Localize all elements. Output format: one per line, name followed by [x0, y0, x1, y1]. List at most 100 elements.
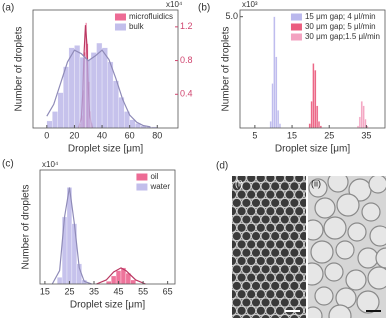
droplet [357, 247, 379, 269]
droplet [361, 202, 381, 222]
bar [106, 281, 112, 285]
droplet [260, 264, 271, 275]
droplet [241, 313, 252, 318]
droplet [232, 313, 242, 318]
legend-swatch [290, 23, 302, 31]
bar [310, 101, 313, 129]
droplet [279, 247, 290, 258]
legend-label: bulk [129, 22, 145, 31]
y-axis-label: Number of droplets [14, 26, 25, 111]
droplet [289, 313, 300, 318]
droplet [303, 289, 306, 299]
droplet [298, 247, 306, 258]
droplet [303, 223, 306, 233]
legend-label: microfluidics [129, 12, 173, 21]
droplet [232, 206, 238, 217]
x-tick-label: 45 [114, 286, 124, 296]
droplet [246, 289, 257, 300]
droplet [241, 181, 252, 192]
droplet [367, 266, 386, 290]
panel-label: (c) [2, 159, 14, 170]
y2-tick-label: 0.4 [180, 89, 193, 99]
bar [317, 121, 321, 129]
bar [79, 57, 86, 129]
droplet [303, 190, 306, 199]
bar [358, 116, 361, 129]
droplet [250, 197, 262, 209]
x-tick-label: 60 [125, 130, 135, 140]
droplet [303, 273, 306, 282]
bar [314, 69, 317, 129]
bar [63, 66, 70, 129]
droplet [250, 214, 262, 225]
droplet [294, 239, 305, 250]
droplet [294, 255, 305, 267]
droplet [327, 176, 349, 193]
sub-label: (ii) [311, 178, 321, 188]
droplet [241, 230, 252, 242]
droplet [284, 189, 295, 200]
droplet [250, 313, 262, 318]
droplet [270, 247, 281, 258]
x-tick-label: 35 [89, 286, 99, 296]
droplet [250, 297, 262, 308]
droplet [270, 214, 281, 225]
y2-exponent: x10⁴ [166, 0, 183, 9]
droplet [335, 240, 355, 260]
droplet [345, 269, 367, 291]
droplet [308, 219, 324, 241]
bar [90, 52, 97, 129]
x-axis-label: Droplet size [μm] [68, 144, 143, 155]
droplet [270, 264, 281, 275]
panel-label: (a) [2, 3, 14, 14]
x-tick-label: 55 [138, 286, 148, 296]
bar [360, 101, 363, 129]
droplet [298, 264, 306, 275]
droplet [279, 214, 290, 225]
droplet [279, 297, 290, 308]
panel-label: (d) [216, 161, 228, 172]
droplet [232, 264, 242, 275]
droplet [241, 264, 252, 275]
droplet [279, 313, 290, 318]
droplet [265, 176, 276, 184]
plot [269, 16, 369, 129]
y2-tick-label: 1.2 [180, 21, 193, 31]
droplet [232, 280, 242, 292]
droplet [284, 255, 295, 267]
x-tick-label: 25 [64, 286, 74, 296]
droplet [232, 239, 238, 250]
droplet [255, 272, 266, 283]
bar [57, 92, 64, 129]
droplet [260, 247, 271, 258]
droplet [265, 272, 276, 283]
droplet [274, 206, 286, 217]
droplet [298, 214, 306, 225]
droplet [284, 289, 295, 300]
droplet [246, 255, 257, 267]
droplet [303, 240, 306, 249]
legend-label: water [149, 182, 170, 191]
droplet [265, 222, 276, 233]
droplet [298, 297, 306, 308]
y2-tick-label: 0.8 [180, 55, 193, 65]
droplet [347, 222, 367, 242]
droplet [265, 289, 276, 300]
droplet [274, 305, 286, 316]
fit-line [51, 187, 92, 285]
droplet [289, 214, 300, 225]
droplet [310, 240, 334, 264]
droplet [279, 280, 290, 292]
droplet [260, 214, 271, 225]
droplet [255, 189, 266, 200]
droplet [232, 214, 242, 225]
droplet [284, 176, 295, 184]
droplet [274, 289, 286, 300]
droplet [236, 239, 247, 250]
bar [96, 42, 103, 129]
droplet [308, 262, 324, 286]
droplet [324, 262, 344, 282]
x-tick-label: 80 [152, 130, 162, 140]
